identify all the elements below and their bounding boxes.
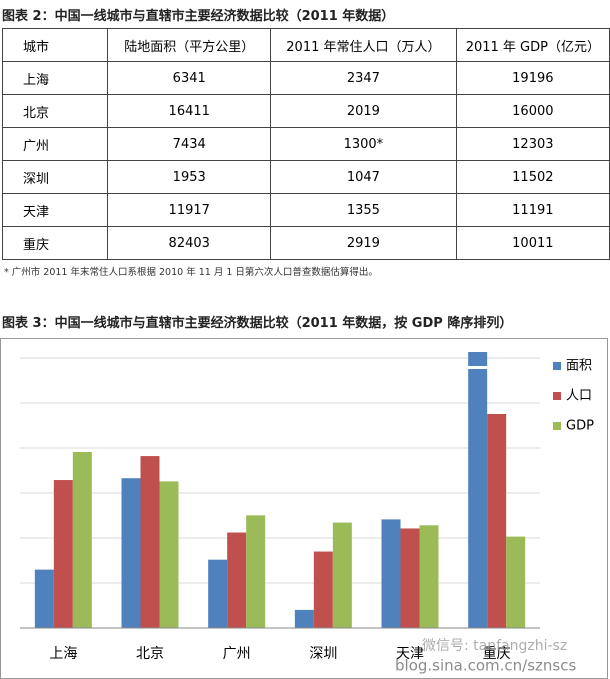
table-cell: 7434 [107, 127, 272, 161]
bar [400, 528, 420, 628]
table-cell: 16000 [455, 94, 610, 128]
table-cell: 82403 [107, 226, 272, 260]
table-cell: 城市 [1, 28, 109, 62]
legend-label: 面积 [566, 359, 592, 374]
table-cell: 11502 [455, 160, 610, 194]
bar [227, 532, 247, 628]
axis-break [467, 366, 489, 369]
bar [121, 478, 141, 628]
legend-label: GDP [566, 419, 594, 434]
table-cell: 陆地面积（平方公里） [107, 28, 272, 62]
table-cell: 广州 [1, 127, 109, 161]
legend-swatch [553, 422, 561, 430]
bar [487, 413, 507, 628]
table-cell: 天津 [1, 193, 109, 227]
table-cell: 2919 [270, 226, 457, 260]
bar [140, 456, 160, 628]
table-cell: 上海 [1, 61, 109, 95]
watermark: 微信号: tanfangzhi-sz [422, 638, 567, 654]
table-cell: 2011 年常住人口（万人） [270, 28, 457, 62]
table-cell: 1953 [107, 160, 272, 194]
table-row: 北京 16411 2019 16000 [1, 94, 610, 128]
table-cell: 重庆 [1, 226, 109, 260]
table-row: 重庆 82403 2919 10011 [1, 226, 610, 260]
table-row: 深圳 1953 1047 11502 [1, 160, 610, 194]
bar [53, 480, 73, 628]
table-cell: 16411 [107, 94, 272, 128]
bar [34, 569, 54, 628]
table-cell: 2011 年 GDP（亿元） [455, 28, 610, 62]
bar [294, 609, 314, 628]
bar [468, 352, 488, 628]
x-tick-label: 天津 [396, 646, 424, 662]
x-tick-label: 广州 [223, 646, 251, 662]
bar [332, 522, 352, 628]
legend-label: 人口 [566, 389, 592, 404]
table-cell: 11917 [107, 193, 272, 227]
table-cell: 6341 [107, 61, 272, 95]
table-cell: 1300* [270, 127, 457, 161]
x-tick-label: 北京 [136, 646, 164, 662]
chart-title: 图表 3：中国一线城市与直辖市主要经济数据比较（2011 年数据，按 GDP 降… [2, 316, 513, 331]
bar [208, 559, 228, 628]
table-row: 上海 6341 2347 19196 [1, 61, 610, 95]
table-cell: 19196 [455, 61, 610, 95]
bar [419, 525, 439, 628]
bar [313, 551, 333, 628]
table-title: 图表 2：中国一线城市与直辖市主要经济数据比较（2011 年数据） [2, 9, 395, 24]
table-row: 广州 7434 1300* 12303 [1, 127, 610, 161]
table-cell: 2347 [270, 61, 457, 95]
x-tick-label: 深圳 [309, 646, 337, 662]
footnote: * 广州市 2011 年末常住人口系根据 2010 年 11 月 1 日第六次人… [4, 267, 378, 278]
x-tick-label: 上海 [49, 646, 77, 662]
bar [381, 519, 401, 628]
table-cell: 1047 [270, 160, 457, 194]
legend-swatch [553, 362, 561, 370]
watermark: blog.sina.com.cn/sznscs [395, 657, 576, 675]
table-cell: 深圳 [1, 160, 109, 194]
table-cell: 1355 [270, 193, 457, 227]
table-cell: 11191 [455, 193, 610, 227]
bar [506, 536, 526, 628]
table-cell: 12303 [455, 127, 610, 161]
x-tick-label: 重庆 [483, 646, 511, 662]
legend-swatch [553, 392, 561, 400]
data-table: 城市 陆地面积（平方公里） 2011 年常住人口（万人） 2011 年 GDP（亿元）… [1, 28, 610, 260]
bar [246, 515, 266, 628]
bar [72, 451, 92, 628]
bar [159, 481, 179, 628]
table-row: 天津 11917 1355 11191 [1, 193, 610, 227]
table-cell: 10011 [455, 226, 610, 260]
table-row: 城市 陆地面积（平方公里） 2011 年常住人口（万人） 2011 年 GDP（亿元） [1, 28, 610, 62]
table-cell: 2019 [270, 94, 457, 128]
table-cell: 北京 [1, 94, 109, 128]
